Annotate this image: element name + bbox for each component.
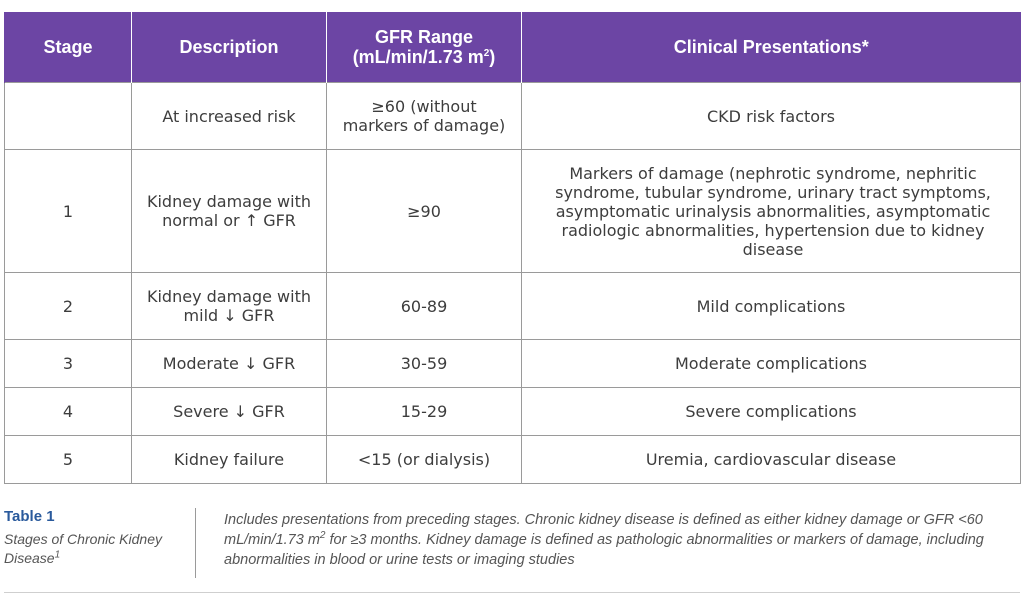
caption-divider (195, 508, 196, 578)
cell-clinical: CKD risk factors (521, 82, 1021, 150)
cell-gfr: ≥60 (without markers of damage) (326, 82, 522, 150)
caption-footnote: Includes presentations from preceding st… (224, 510, 1014, 570)
cell-clinical: Moderate complications (521, 339, 1021, 388)
cell-stage: 5 (4, 435, 132, 484)
header-gfr-range: GFR Range (mL/min/1.73 m2) (326, 12, 522, 83)
table-row: 2 Kidney damage with mild ↓ GFR 60-89 Mi… (4, 272, 1021, 340)
header-stage: Stage (4, 12, 132, 83)
header-gfr-close: ) (489, 47, 496, 67)
cell-gfr: 60-89 (326, 272, 522, 340)
table-header-row: Stage Description GFR Range (mL/min/1.73… (4, 12, 1021, 83)
cell-stage: 3 (4, 339, 132, 388)
header-gfr-line1: GFR Range (374, 27, 473, 47)
cell-gfr: 15-29 (326, 387, 522, 436)
table-row: 5 Kidney failure <15 (or dialysis) Uremi… (4, 435, 1021, 484)
caption-footnote-part2: for ≥3 months. Kidney damage is defined … (224, 532, 984, 568)
header-description: Description (131, 12, 327, 83)
cell-clinical: Markers of damage (nephrotic syndrome, n… (521, 149, 1021, 273)
caption-footnote-part1: Includes presentations from preceding st… (224, 512, 983, 548)
cell-stage: 2 (4, 272, 132, 340)
cell-stage: 4 (4, 387, 132, 436)
cell-description: Kidney damage with mild ↓ GFR (131, 272, 327, 340)
cell-stage (4, 82, 132, 150)
cell-gfr: 30-59 (326, 339, 522, 388)
bottom-divider (4, 592, 1020, 593)
table-row: At increased risk ≥60 (without markers o… (4, 82, 1021, 150)
caption-subtitle: Stages of Chronic Kidney Disease1 (4, 530, 192, 568)
cell-gfr: ≥90 (326, 149, 522, 273)
ckd-stages-table: Stage Description GFR Range (mL/min/1.73… (4, 12, 1021, 484)
cell-clinical: Severe complications (521, 387, 1021, 436)
caption-footnote-superscript: 2 (319, 530, 326, 542)
cell-clinical: Mild complications (521, 272, 1021, 340)
table-row: 3 Moderate ↓ GFR 30-59 Moderate complica… (4, 339, 1021, 388)
header-gfr-superscript: 2 (483, 48, 490, 59)
header-gfr-line2: (mL/min/1.73 m (352, 47, 484, 67)
table-row: 1 Kidney damage with normal or ↑ GFR ≥90… (4, 149, 1021, 273)
ckd-stages-table-container: Stage Description GFR Range (mL/min/1.73… (4, 12, 1021, 484)
caption-subtitle-text: Stages of Chronic Kidney Disease (4, 531, 162, 566)
cell-description: Kidney failure (131, 435, 327, 484)
cell-description: At increased risk (131, 82, 327, 150)
table-caption: Table 1 Stages of Chronic Kidney Disease… (4, 508, 1020, 578)
header-clinical-presentations: Clinical Presentations* (521, 12, 1021, 83)
cell-gfr: <15 (or dialysis) (326, 435, 522, 484)
cell-description: Moderate ↓ GFR (131, 339, 327, 388)
caption-subtitle-reference: 1 (54, 549, 61, 561)
cell-stage: 1 (4, 149, 132, 273)
caption-label-block: Table 1 Stages of Chronic Kidney Disease… (4, 508, 192, 568)
cell-clinical: Uremia, cardiovascular disease (521, 435, 1021, 484)
caption-title: Table 1 (4, 508, 55, 525)
cell-description: Severe ↓ GFR (131, 387, 327, 436)
table-row: 4 Severe ↓ GFR 15-29 Severe complication… (4, 387, 1021, 436)
cell-description: Kidney damage with normal or ↑ GFR (131, 149, 327, 273)
